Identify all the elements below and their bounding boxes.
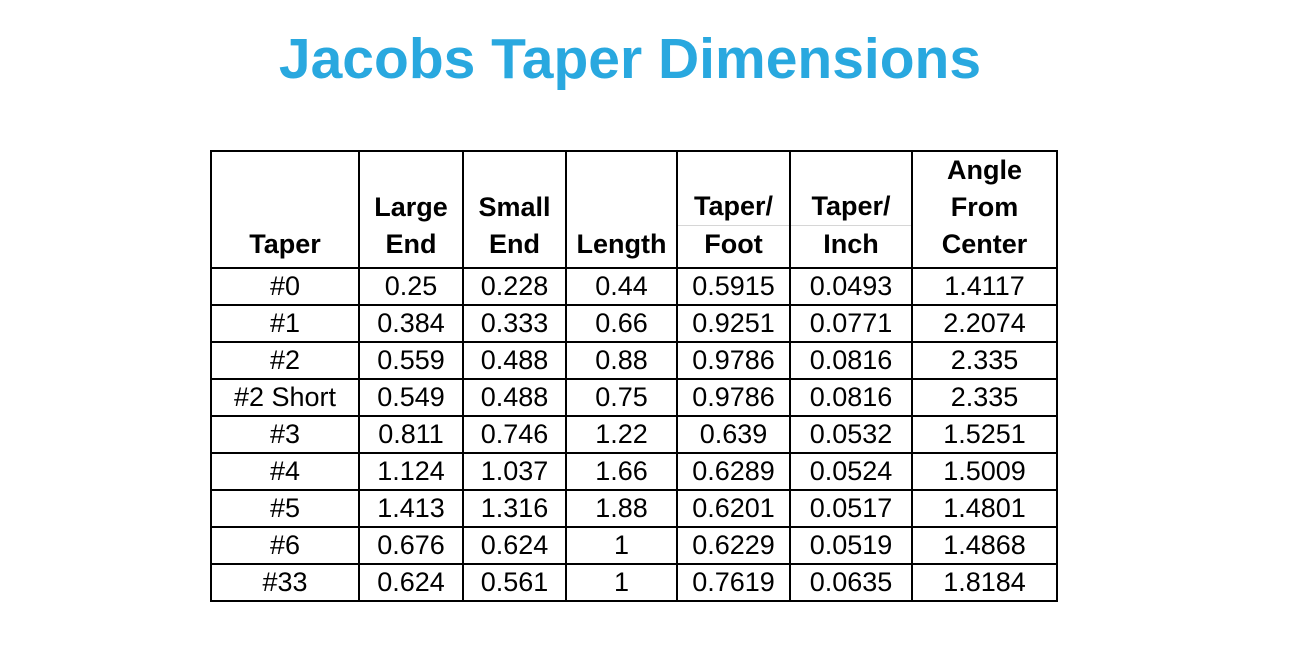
cell-length: 1 [565,526,678,565]
cell-angle-from-center: 2.335 [911,341,1058,380]
column-header-taper-per-inch: Taper/Inch [789,150,913,269]
table-row: #5 1.413 1.316 1.88 0.6201 0.0517 1.4801 [210,489,1058,528]
column-header-line: Center [941,229,1028,259]
table-row: #4 1.124 1.037 1.66 0.6289 0.0524 1.5009 [210,452,1058,491]
column-header-line: End [385,229,437,259]
table-header: Taper Large End Small End Length Taper/Foot Tap… [210,150,1058,269]
cell-length: 1.22 [565,415,678,454]
cell-angle-from-center: 1.4801 [911,489,1058,528]
column-header-taper-per-foot: Taper/Foot [676,150,791,269]
page-title: Jacobs Taper Dimensions [278,27,982,91]
jacobs-taper-table: Taper Large End Small End Length Taper/Foot Tap… [210,150,1058,602]
column-header-line: Taper [249,229,321,259]
cell-large-end: 0.549 [358,378,464,417]
table-row: #0 0.25 0.228 0.44 0.5915 0.0493 1.4117 [210,267,1058,306]
cell-taper-per-foot: 0.9786 [676,341,791,380]
column-header-line: Taper/ [693,191,774,221]
cell-taper: #0 [210,267,360,306]
cell-large-end: 1.413 [358,489,464,528]
column-header-length: Length [565,150,678,269]
cell-taper-per-foot: 0.7619 [676,563,791,602]
cell-taper-per-foot: 0.639 [676,415,791,454]
cell-taper: #2 Short [210,378,360,417]
cell-taper: #4 [210,452,360,491]
cell-taper-per-inch: 0.0493 [789,267,913,306]
cell-small-end: 1.037 [462,452,567,491]
column-header-large-end: Large End [358,150,464,269]
cell-large-end: 0.384 [358,304,464,343]
cell-taper-per-foot: 0.6289 [676,452,791,491]
cell-taper: #3 [210,415,360,454]
cell-taper-per-inch: 0.0532 [789,415,913,454]
table-row: #2 0.559 0.488 0.88 0.9786 0.0816 2.335 [210,341,1058,380]
column-header-line: From [950,192,1019,222]
cell-small-end: 0.746 [462,415,567,454]
cell-length: 0.75 [565,378,678,417]
cell-angle-from-center: 2.2074 [911,304,1058,343]
cell-length: 0.44 [565,267,678,306]
cell-small-end: 0.561 [462,563,567,602]
cell-small-end: 0.488 [462,378,567,417]
cell-length: 1.66 [565,452,678,491]
cell-large-end: 0.25 [358,267,464,306]
cell-taper: #2 [210,341,360,380]
table-row: #6 0.676 0.624 1 0.6229 0.0519 1.4868 [210,526,1058,565]
cell-taper-per-inch: 0.0519 [789,526,913,565]
cell-small-end: 0.624 [462,526,567,565]
cell-angle-from-center: 2.335 [911,378,1058,417]
cell-taper-per-foot: 0.9251 [676,304,791,343]
table-row: #33 0.624 0.561 1 0.7619 0.0635 1.8184 [210,563,1058,602]
cell-taper-per-foot: 0.6201 [676,489,791,528]
cell-taper-per-foot: 0.6229 [676,526,791,565]
cell-taper-per-foot: 0.9786 [676,378,791,417]
cell-taper-per-inch: 0.0771 [789,304,913,343]
column-header-line: Large [374,192,448,222]
cell-angle-from-center: 1.5251 [911,415,1058,454]
cell-small-end: 1.316 [462,489,567,528]
column-header-line: End [489,229,540,259]
cell-large-end: 1.124 [358,452,464,491]
column-header-taper: Taper [210,150,360,269]
cell-length: 0.66 [565,304,678,343]
column-header-line: Angle [946,155,1022,185]
column-header-angle-from-center: Angle From Center [911,150,1058,269]
cell-taper: #5 [210,489,360,528]
cell-small-end: 0.333 [462,304,567,343]
cell-small-end: 0.488 [462,341,567,380]
column-header-line: Foot [679,225,788,263]
cell-large-end: 0.811 [358,415,464,454]
table-row: #3 0.811 0.746 1.22 0.639 0.0532 1.5251 [210,415,1058,454]
column-header-small-end: Small End [462,150,567,269]
column-header-line: Length [576,229,667,259]
cell-angle-from-center: 1.8184 [911,563,1058,602]
cell-angle-from-center: 1.4868 [911,526,1058,565]
cell-length: 1.88 [565,489,678,528]
table-body: #0 0.25 0.228 0.44 0.5915 0.0493 1.4117 #1 0.384… [210,267,1058,602]
cell-large-end: 0.676 [358,526,464,565]
cell-taper-per-inch: 0.0816 [789,341,913,380]
column-header-line: Small [478,192,551,222]
cell-small-end: 0.228 [462,267,567,306]
cell-taper: #6 [210,526,360,565]
cell-length: 0.88 [565,341,678,380]
table-row: #2 Short 0.549 0.488 0.75 0.9786 0.0816 2.335 [210,378,1058,417]
cell-taper-per-inch: 0.0635 [789,563,913,602]
cell-taper: #1 [210,304,360,343]
cell-taper-per-inch: 0.0524 [789,452,913,491]
cell-taper-per-inch: 0.0517 [789,489,913,528]
cell-taper-per-foot: 0.5915 [676,267,791,306]
table-row: #1 0.384 0.333 0.66 0.9251 0.0771 2.2074 [210,304,1058,343]
cell-angle-from-center: 1.4117 [911,267,1058,306]
column-header-line: Inch [792,225,910,263]
cell-large-end: 0.624 [358,563,464,602]
cell-taper: #33 [210,563,360,602]
cell-taper-per-inch: 0.0816 [789,378,913,417]
cell-angle-from-center: 1.5009 [911,452,1058,491]
column-header-line: Taper/ [811,191,891,221]
cell-length: 1 [565,563,678,602]
table-header-row: Taper Large End Small End Length Taper/Foot Tap… [210,150,1058,269]
cell-large-end: 0.559 [358,341,464,380]
